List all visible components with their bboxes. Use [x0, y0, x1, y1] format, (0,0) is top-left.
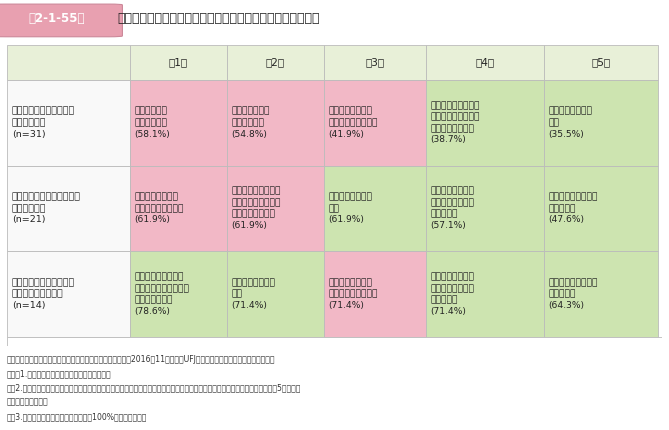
Text: クラウドファンディ
ングの活用
(64.3%): クラウドファンディ ングの活用 (64.3%)	[548, 278, 597, 310]
Text: クラウドファンディ
ングの活用
(47.6%): クラウドファンディ ングの活用 (47.6%)	[548, 193, 597, 224]
Text: 民間企業、その他
の団体からの借入れ
(71.4%): 民間企業、その他 の団体からの借入れ (71.4%)	[328, 278, 378, 310]
Bar	[130, 80, 227, 166]
Text: 民間企業、基金、
財団その他の団体
からの出資
(57.1%): 民間企業、基金、 財団その他の団体 からの出資 (57.1%)	[430, 187, 474, 230]
Text: 民間企業、基金、
財団その他の団体
からの出資
(71.4%): 民間企業、基金、 財団その他の団体 からの出資 (71.4%)	[430, 273, 474, 316]
Bar	[227, 45, 324, 80]
Text: 創業期に利用したかった
資金調達方法
(n=31): 創業期に利用したかった 資金調達方法 (n=31)	[12, 107, 75, 138]
Text: ベンチャーキャピタ
ル、投資組合・ファ
ンド等からの出資
(38.7%): ベンチャーキャピタ ル、投資組合・ファ ンド等からの出資 (38.7%)	[430, 101, 480, 144]
Bar	[227, 251, 324, 337]
Text: 第5位: 第5位	[591, 58, 611, 68]
Bar	[7, 45, 130, 80]
Text: ベンチャーキャピタ
ル、投資組合・ファン
ド等からの出資
(78.6%): ベンチャーキャピタ ル、投資組合・ファン ド等からの出資 (78.6%)	[134, 273, 189, 316]
Bar	[7, 337, 662, 346]
Text: 第4位: 第4位	[475, 58, 494, 68]
Text: 個人投資家からの
出資
(61.9%): 個人投資家からの 出資 (61.9%)	[328, 193, 373, 224]
Text: 第1位: 第1位	[169, 58, 188, 68]
Text: 民間金融機関
からの借入れ
(58.1%): 民間金融機関 からの借入れ (58.1%)	[134, 107, 171, 138]
Bar	[324, 45, 425, 80]
Bar	[7, 80, 130, 166]
Bar	[324, 80, 425, 166]
Text: 第2-1-55図: 第2-1-55図	[29, 12, 85, 25]
Bar	[7, 166, 130, 251]
Text: 民間企業、その他
の団体からの借入れ
(41.9%): 民間企業、その他 の団体からの借入れ (41.9%)	[328, 107, 378, 138]
Bar	[544, 45, 658, 80]
Text: ベンチャーキャピタ
ル、投資組合・ファ
ンド等からの出資
(61.9%): ベンチャーキャピタ ル、投資組合・ファ ンド等からの出資 (61.9%)	[231, 187, 281, 230]
Bar	[7, 251, 130, 337]
Text: 第3位: 第3位	[365, 58, 385, 68]
Bar	[227, 166, 324, 251]
Bar	[544, 166, 658, 251]
Text: 政府系金融機関
からの借入れ
(54.8%): 政府系金融機関 からの借入れ (54.8%)	[231, 107, 270, 138]
Text: 成長初期に利用したかった
資金調達方法
(n=21): 成長初期に利用したかった 資金調達方法 (n=21)	[12, 193, 81, 224]
Bar	[544, 251, 658, 337]
FancyBboxPatch shape	[0, 4, 122, 37]
Text: 3.複数回答のため、合計は必ずしも100%にはならない。: 3.複数回答のため、合計は必ずしも100%にはならない。	[7, 412, 147, 421]
Text: 示している。: 示している。	[7, 398, 48, 407]
Text: 資料：中小企業庁委託「起業・創業の実態に関する調査」（2016年11月、三菱UFJリサーチ＆コンサルティング（株））: 資料：中小企業庁委託「起業・創業の実態に関する調査」（2016年11月、三菱UF…	[7, 355, 275, 364]
Bar	[425, 45, 544, 80]
Bar	[227, 80, 324, 166]
Bar	[130, 45, 227, 80]
Text: （注）1.高成長型の企業の回答を集計している。: （注）1.高成長型の企業の回答を集計している。	[7, 369, 111, 378]
Text: 高成長型企業が成長段階ごとに利用したかった資金調達方法: 高成長型企業が成長段階ごとに利用したかった資金調達方法	[117, 12, 320, 25]
Text: 2.各成長段階で利用したかったができなかった、利用したいができない資金調達方法について、それぞれ回答割合が高い上位5項目を表: 2.各成長段階で利用したかったができなかった、利用したいができない資金調達方法に…	[7, 384, 301, 393]
Bar	[425, 166, 544, 251]
Text: 安定・拡大期に利用した
かった資金調達方法
(n=14): 安定・拡大期に利用した かった資金調達方法 (n=14)	[12, 278, 75, 310]
Bar	[425, 80, 544, 166]
Text: 民間企業、その他
の団体からの借入れ
(61.9%): 民間企業、その他 の団体からの借入れ (61.9%)	[134, 193, 184, 224]
Bar	[324, 251, 425, 337]
Bar	[130, 166, 227, 251]
Text: 個人投資家からの
出資
(35.5%): 個人投資家からの 出資 (35.5%)	[548, 107, 592, 138]
Bar	[425, 251, 544, 337]
Bar	[130, 251, 227, 337]
Bar	[324, 166, 425, 251]
Text: 第2位: 第2位	[266, 58, 285, 68]
Bar	[544, 80, 658, 166]
Text: 個人投資家からの
出資
(71.4%): 個人投資家からの 出資 (71.4%)	[231, 278, 276, 310]
